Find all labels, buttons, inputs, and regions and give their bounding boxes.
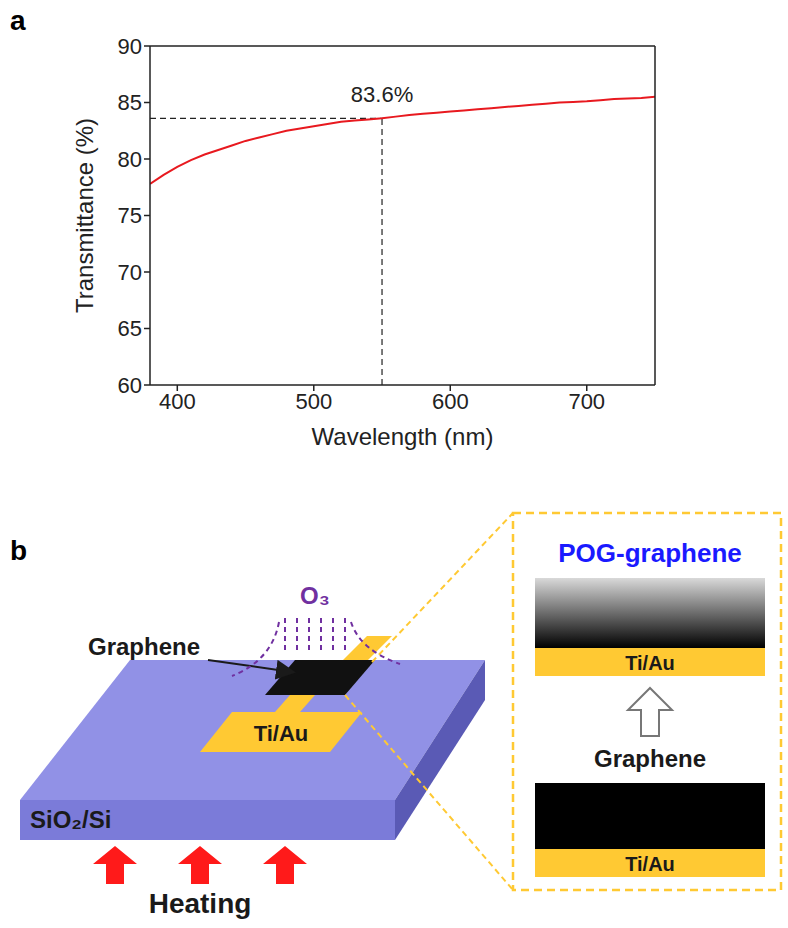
svg-text:600: 600 [432,389,469,414]
svg-text:80: 80 [118,147,142,172]
svg-text:Graphene: Graphene [594,745,706,772]
svg-text:65: 65 [118,316,142,341]
svg-text:Ti/Au: Ti/Au [625,652,675,674]
svg-text:Ti/Au: Ti/Au [254,721,309,746]
svg-text:70: 70 [118,260,142,285]
svg-text:a: a [10,5,26,36]
svg-text:400: 400 [159,389,196,414]
svg-text:500: 500 [295,389,332,414]
svg-text:O₃: O₃ [300,582,330,609]
svg-text:Graphene: Graphene [88,633,200,660]
svg-text:83.6%: 83.6% [351,82,413,107]
svg-text:90: 90 [118,34,142,59]
svg-text:POG-graphene: POG-graphene [558,538,741,568]
svg-text:b: b [10,535,27,566]
svg-text:SiO₂/Si: SiO₂/Si [30,806,111,833]
svg-text:85: 85 [118,90,142,115]
svg-text:75: 75 [118,203,142,228]
svg-text:Ti/Au: Ti/Au [625,853,675,875]
svg-text:Heating: Heating [149,888,252,919]
svg-text:Wavelength (nm): Wavelength (nm) [312,423,494,450]
svg-text:700: 700 [568,389,605,414]
svg-text:60: 60 [118,373,142,398]
svg-text:Transmittance (%): Transmittance (%) [71,118,98,313]
